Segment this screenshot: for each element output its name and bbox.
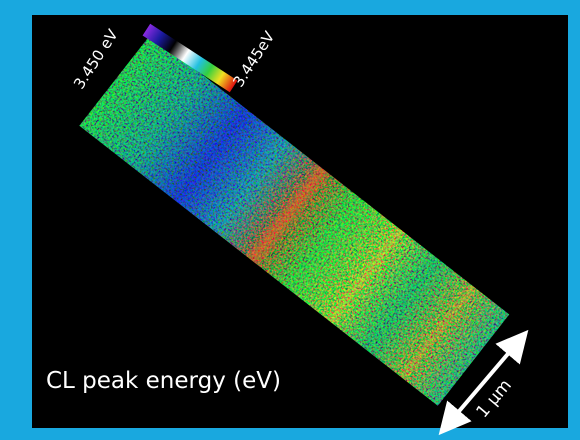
figure: 3.450 eV 3.445eV CL peak energy (eV) 1 μ… [0, 0, 580, 440]
caption: CL peak energy (eV) [46, 368, 281, 394]
page: 3.450 eV 3.445eV CL peak energy (eV) 1 μ… [0, 0, 580, 440]
